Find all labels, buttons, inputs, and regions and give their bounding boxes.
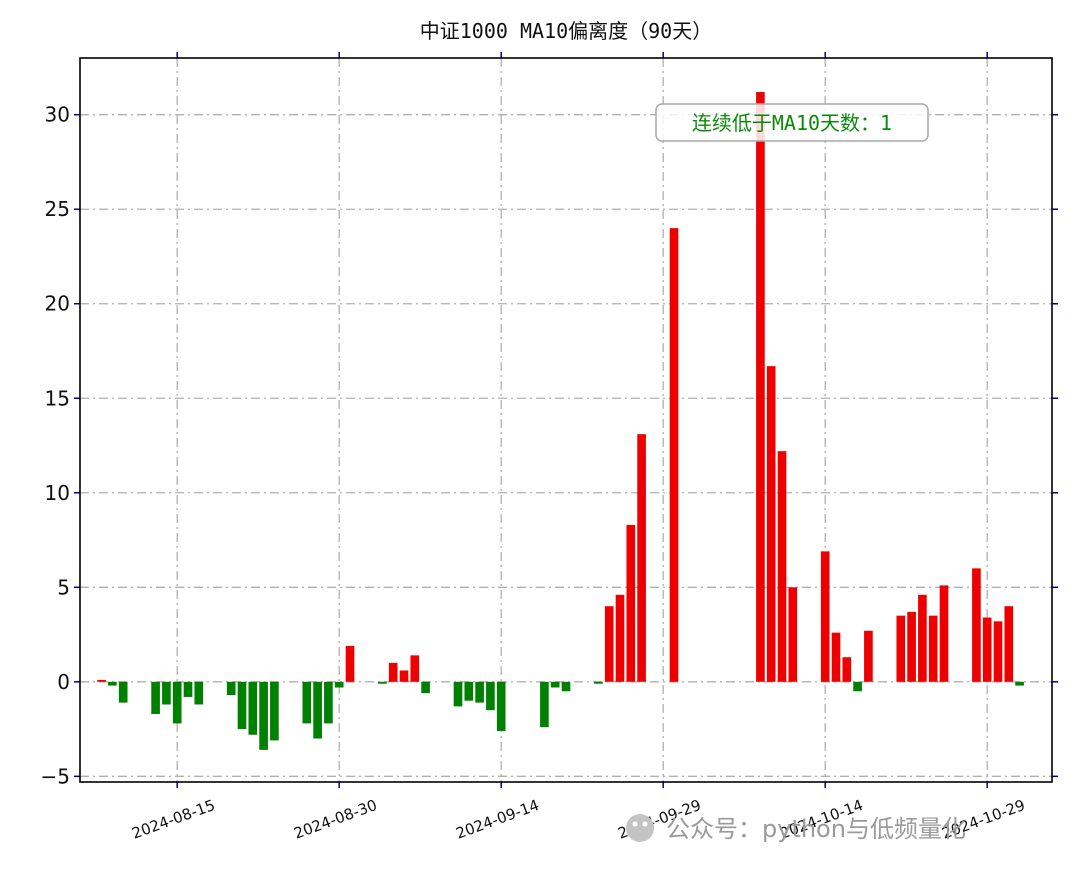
bar [853, 681, 862, 692]
chart-title: 中证1000 MA10偏离度（90天） [420, 19, 712, 43]
bar [97, 679, 106, 682]
bar [237, 681, 247, 730]
bars [97, 92, 1024, 750]
y-tick-label: −5 [41, 764, 70, 788]
y-tick-label: 30 [45, 103, 70, 127]
bar [561, 681, 571, 692]
y-tick-label: 10 [45, 481, 70, 505]
bar [313, 681, 322, 739]
bar [626, 524, 636, 682]
bar [842, 657, 852, 682]
bar [982, 617, 992, 682]
bar [226, 681, 236, 696]
bar [248, 681, 258, 735]
bar [194, 681, 204, 705]
bar [756, 92, 765, 682]
bar [820, 551, 830, 682]
bar [777, 451, 787, 682]
bar [993, 621, 1003, 682]
wechat-icon [626, 814, 654, 842]
bar [378, 681, 387, 684]
bar [410, 655, 420, 682]
bar [108, 681, 117, 686]
plot-frame [79, 57, 1053, 783]
bar [324, 681, 333, 724]
grid [80, 58, 1052, 782]
bar [151, 681, 160, 714]
y-tick-label: 0 [57, 670, 70, 694]
bar [302, 681, 312, 724]
annotation-frame [655, 103, 929, 142]
bar [615, 594, 625, 682]
bar [788, 587, 798, 682]
bar [864, 630, 873, 682]
bar [399, 670, 409, 682]
bar [118, 681, 128, 703]
y-tick-label: 15 [45, 386, 70, 410]
bar [1015, 681, 1024, 686]
bar [496, 681, 506, 731]
bar [453, 681, 463, 707]
x-tick-label: 2024-08-30 [291, 796, 379, 843]
y-tick-label: 5 [57, 575, 70, 599]
bar [540, 681, 549, 728]
bar [162, 681, 171, 705]
bar [334, 681, 344, 688]
bar [972, 568, 981, 682]
bar [831, 632, 841, 682]
bar [345, 645, 355, 682]
bar [388, 662, 398, 682]
bar [464, 681, 474, 701]
y-tick-label: 25 [45, 197, 70, 221]
y-tick-label: 20 [45, 292, 70, 316]
bar [1004, 606, 1014, 682]
wechat-icon-eye-left [632, 821, 638, 827]
bar [475, 681, 484, 703]
bar [669, 228, 679, 682]
watermark: 公众号：python与低频量化 [626, 814, 966, 843]
bar [939, 585, 949, 682]
bar [594, 681, 603, 684]
bar [604, 606, 614, 682]
bar [259, 681, 268, 750]
bar [896, 615, 906, 682]
watermark-text: 公众号：python与低频量化 [666, 815, 966, 843]
bar [918, 594, 927, 682]
x-tick-label: 2024-08-15 [129, 796, 217, 843]
bar [421, 681, 430, 694]
bar [907, 611, 916, 682]
bar [183, 681, 193, 697]
annotation-box: 连续低于MA10天数：1 [655, 103, 929, 142]
bar [637, 434, 646, 682]
bar [928, 615, 938, 682]
bar [766, 366, 776, 682]
bar [172, 681, 182, 724]
plot-area [80, 58, 1052, 782]
x-tick-label: 2024-09-14 [453, 796, 541, 843]
wechat-icon-eye-right [642, 821, 648, 827]
annotation-text: 连续低于MA10天数：1 [692, 111, 892, 135]
bar [486, 681, 495, 711]
bar [270, 681, 279, 741]
bar [550, 681, 560, 688]
